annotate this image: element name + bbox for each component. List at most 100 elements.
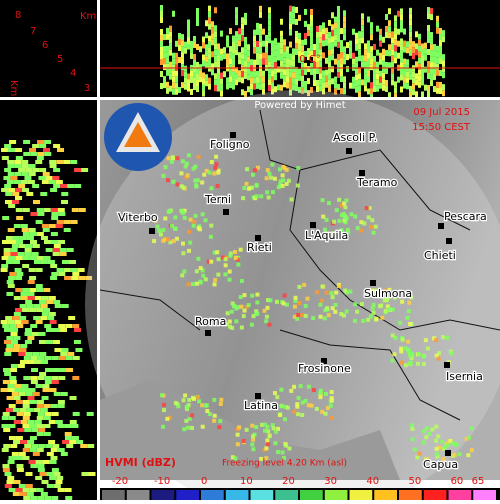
echo-cell	[227, 319, 232, 324]
section-cell	[31, 368, 39, 372]
section-cell	[57, 488, 65, 492]
section-cell	[56, 268, 64, 272]
section-cell	[352, 76, 355, 83]
section-cell	[331, 48, 334, 55]
section-cell	[376, 49, 379, 56]
section-cell	[166, 63, 169, 70]
section-cell	[68, 316, 76, 320]
section-cell	[367, 52, 370, 59]
section-cell	[36, 156, 44, 160]
section-cell	[211, 39, 214, 46]
section-cell	[301, 57, 304, 64]
echo-cell	[215, 184, 220, 189]
section-cell	[3, 176, 11, 180]
section-cell	[19, 348, 27, 352]
section-cell	[226, 83, 229, 90]
section-cell	[325, 27, 328, 34]
section-cell	[397, 28, 400, 35]
echo-cell	[264, 176, 269, 181]
echo-cell	[295, 412, 300, 417]
section-cell	[370, 34, 373, 41]
section-cell	[217, 79, 220, 86]
section-cell	[35, 284, 43, 288]
section-cell	[328, 79, 331, 86]
section-cell	[23, 356, 31, 360]
section-cell	[370, 46, 373, 53]
echo-cell	[329, 389, 334, 394]
section-cell	[280, 42, 283, 49]
echo-cell	[399, 349, 404, 354]
section-cell	[44, 152, 52, 156]
echo-cell	[160, 393, 165, 398]
colorbar-label: 60	[451, 476, 464, 487]
section-cell	[172, 76, 175, 83]
section-cell	[50, 264, 58, 268]
section-cell	[223, 71, 226, 78]
echo-cell	[449, 351, 454, 356]
section-cell	[286, 70, 289, 77]
section-cell	[328, 67, 331, 74]
section-cell	[199, 76, 202, 83]
section-cell	[436, 51, 439, 58]
section-cell	[400, 44, 403, 51]
section-cell	[31, 252, 39, 256]
section-cell	[235, 13, 238, 20]
echo-cell	[170, 155, 175, 160]
section-cell	[427, 73, 430, 80]
echo-cell	[244, 181, 249, 186]
section-cell	[15, 148, 23, 152]
section-cell	[292, 48, 295, 55]
section-cell	[313, 44, 316, 51]
echo-cell	[289, 388, 294, 393]
section-cell	[13, 440, 21, 444]
section-cell	[63, 220, 71, 224]
section-cell	[409, 7, 412, 14]
section-cell	[26, 304, 34, 308]
section-cell	[340, 46, 343, 53]
section-cell	[35, 220, 43, 224]
section-cell	[211, 21, 214, 28]
section-cell	[15, 196, 23, 200]
section-cell	[268, 55, 271, 62]
section-cell	[340, 40, 343, 47]
echo-cell	[166, 156, 171, 161]
section-cell	[301, 81, 304, 88]
section-cell	[298, 86, 301, 93]
echo-cell	[422, 440, 427, 445]
section-cell	[175, 88, 178, 95]
section-cell	[301, 69, 304, 76]
section-cell	[202, 60, 205, 67]
section-cell	[433, 74, 436, 81]
section-cell	[3, 340, 11, 344]
echo-cell	[191, 396, 196, 401]
section-cell	[196, 20, 199, 27]
echo-cell	[190, 282, 195, 287]
section-cell	[172, 58, 175, 65]
section-cell	[400, 68, 403, 75]
section-cell	[232, 71, 235, 78]
section-cell	[262, 82, 265, 89]
echo-cell	[343, 214, 348, 219]
section-cell	[85, 276, 93, 280]
section-cell	[259, 5, 262, 12]
section-cell	[229, 82, 232, 89]
section-cell	[6, 336, 14, 340]
section-cell	[262, 58, 265, 65]
echo-cell	[407, 300, 412, 305]
section-cell	[427, 7, 430, 14]
section-cell	[13, 224, 21, 228]
echo-cell	[284, 443, 289, 448]
section-cell	[418, 45, 421, 52]
echo-cell	[377, 289, 382, 294]
section-cell	[53, 472, 61, 476]
section-cell	[29, 448, 37, 452]
section-cell	[394, 45, 397, 52]
section-cell	[259, 47, 262, 54]
section-cell	[334, 16, 337, 23]
section-cell	[382, 54, 385, 61]
city-label: Chieti	[424, 249, 456, 262]
section-cell	[28, 388, 36, 392]
section-cell	[163, 76, 166, 83]
section-cell	[370, 82, 373, 89]
echo-cell	[344, 309, 349, 314]
